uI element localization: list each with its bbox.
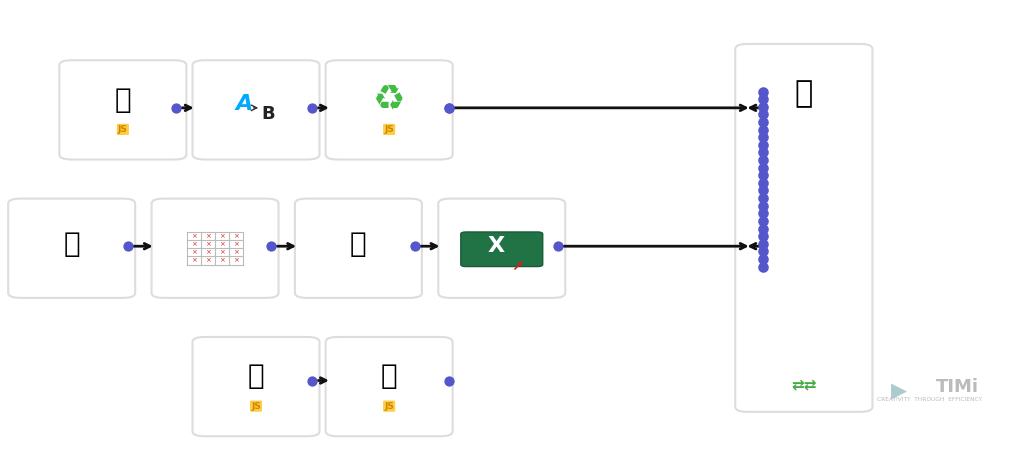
Text: X: X xyxy=(488,236,505,256)
Text: ×: × xyxy=(205,233,211,239)
Point xyxy=(755,263,771,271)
Text: B: B xyxy=(261,105,275,123)
Text: JS: JS xyxy=(384,402,394,410)
Text: ×: × xyxy=(219,233,225,239)
Text: ×: × xyxy=(219,241,225,247)
FancyBboxPatch shape xyxy=(295,198,422,298)
Point xyxy=(755,141,771,148)
Point xyxy=(755,240,771,248)
Point xyxy=(755,126,771,133)
Text: 📂: 📂 xyxy=(381,362,397,390)
Point xyxy=(407,242,423,250)
Point xyxy=(755,248,771,255)
Point xyxy=(755,217,771,225)
Text: 📁: 📁 xyxy=(248,362,264,390)
Point xyxy=(440,104,457,111)
Point xyxy=(755,225,771,232)
Text: ×: × xyxy=(205,249,211,256)
Point xyxy=(755,133,771,141)
Point xyxy=(755,164,771,171)
Point xyxy=(755,118,771,126)
Text: ×: × xyxy=(191,241,197,247)
Text: JS: JS xyxy=(251,402,261,410)
Text: ×: × xyxy=(233,233,239,239)
Point xyxy=(755,103,771,110)
Text: ♻: ♻ xyxy=(373,83,406,117)
Point xyxy=(755,110,771,118)
Point xyxy=(550,242,566,250)
FancyBboxPatch shape xyxy=(193,337,319,436)
FancyBboxPatch shape xyxy=(59,60,186,160)
Point xyxy=(755,255,771,263)
Point xyxy=(440,377,457,384)
Text: ×: × xyxy=(219,257,225,263)
Point xyxy=(755,194,771,202)
Text: ×: × xyxy=(233,257,239,263)
Text: ×: × xyxy=(191,257,197,263)
Point xyxy=(755,149,771,156)
FancyBboxPatch shape xyxy=(152,198,279,298)
FancyBboxPatch shape xyxy=(735,44,872,412)
Point xyxy=(755,187,771,194)
Text: 📁: 📁 xyxy=(115,86,131,114)
Point xyxy=(440,104,457,111)
Text: TIMi: TIMi xyxy=(936,378,979,395)
FancyBboxPatch shape xyxy=(326,337,453,436)
Point xyxy=(755,210,771,217)
Text: ⇄⇄: ⇄⇄ xyxy=(792,377,816,392)
Point xyxy=(304,377,321,384)
Point xyxy=(755,179,771,187)
Point xyxy=(304,104,321,111)
Text: ×: × xyxy=(205,241,211,247)
FancyBboxPatch shape xyxy=(193,60,319,160)
Point xyxy=(755,202,771,210)
Point xyxy=(755,171,771,179)
Text: 🏹: 🏹 xyxy=(63,230,80,258)
FancyBboxPatch shape xyxy=(461,232,543,267)
FancyBboxPatch shape xyxy=(326,60,453,160)
Point xyxy=(755,88,771,95)
FancyBboxPatch shape xyxy=(8,198,135,298)
Text: ×: × xyxy=(191,233,197,239)
Point xyxy=(755,95,771,103)
Point xyxy=(755,156,771,164)
Text: ×: × xyxy=(205,257,211,263)
Text: JS: JS xyxy=(118,125,128,134)
Text: JS: JS xyxy=(384,125,394,134)
Text: CREATIVITY  THROUGH  EFFICIENCY: CREATIVITY THROUGH EFFICIENCY xyxy=(878,397,982,402)
Text: ▶: ▶ xyxy=(891,381,907,402)
Text: 🏁: 🏁 xyxy=(795,79,813,108)
Point xyxy=(168,104,184,111)
Text: ×: × xyxy=(233,241,239,247)
Text: ×: × xyxy=(191,249,197,256)
Point xyxy=(120,242,136,250)
Point xyxy=(263,242,280,250)
FancyBboxPatch shape xyxy=(438,198,565,298)
Text: 🧙: 🧙 xyxy=(350,230,367,258)
Text: A: A xyxy=(236,94,252,114)
Point xyxy=(755,233,771,240)
Text: ↗: ↗ xyxy=(511,260,523,274)
Text: ×: × xyxy=(219,249,225,256)
Text: ×: × xyxy=(233,249,239,256)
